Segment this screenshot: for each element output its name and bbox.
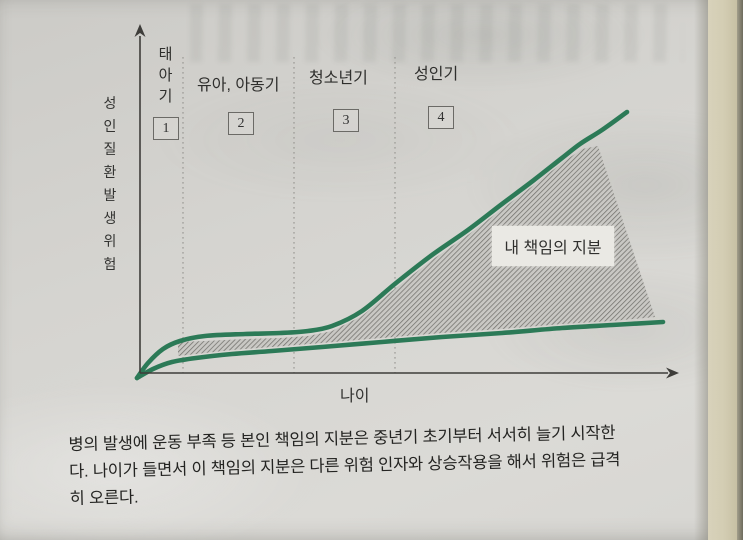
figure-caption: 병의 발생에 운동 부족 등 본인 책임의 지분은 중년기 초기부터 서서히 늘…	[68, 418, 718, 514]
responsibility-share-label: 내 책임의 지분	[492, 226, 614, 266]
stage-number-1: 1	[153, 117, 179, 140]
stage-label-childhood: 유아, 아동기	[197, 77, 280, 94]
y-axis-label: 성인질환발생위험	[103, 95, 117, 272]
risk-curve-total-risk	[134, 109, 630, 381]
y-axis-arrow-icon	[134, 24, 146, 37]
book-edge-shadow	[737, 0, 743, 540]
stage-label-fetal: 태아기	[158, 46, 173, 105]
responsibility-share-area	[178, 146, 655, 356]
stage-label-adulthood: 성인기	[414, 66, 459, 83]
x-axis-arrow-icon	[666, 367, 679, 379]
x-axis-label: 나이	[340, 388, 370, 405]
next-page-edge	[708, 0, 737, 540]
stage-number-3: 3	[333, 109, 359, 132]
stage-label-adolescence: 청소년기	[309, 70, 368, 87]
stage-number-4: 4	[428, 106, 454, 129]
risk-curve-baseline-risk	[134, 319, 666, 381]
page-gutter-shadow	[694, 0, 708, 540]
stage-number-2: 2	[228, 112, 254, 135]
